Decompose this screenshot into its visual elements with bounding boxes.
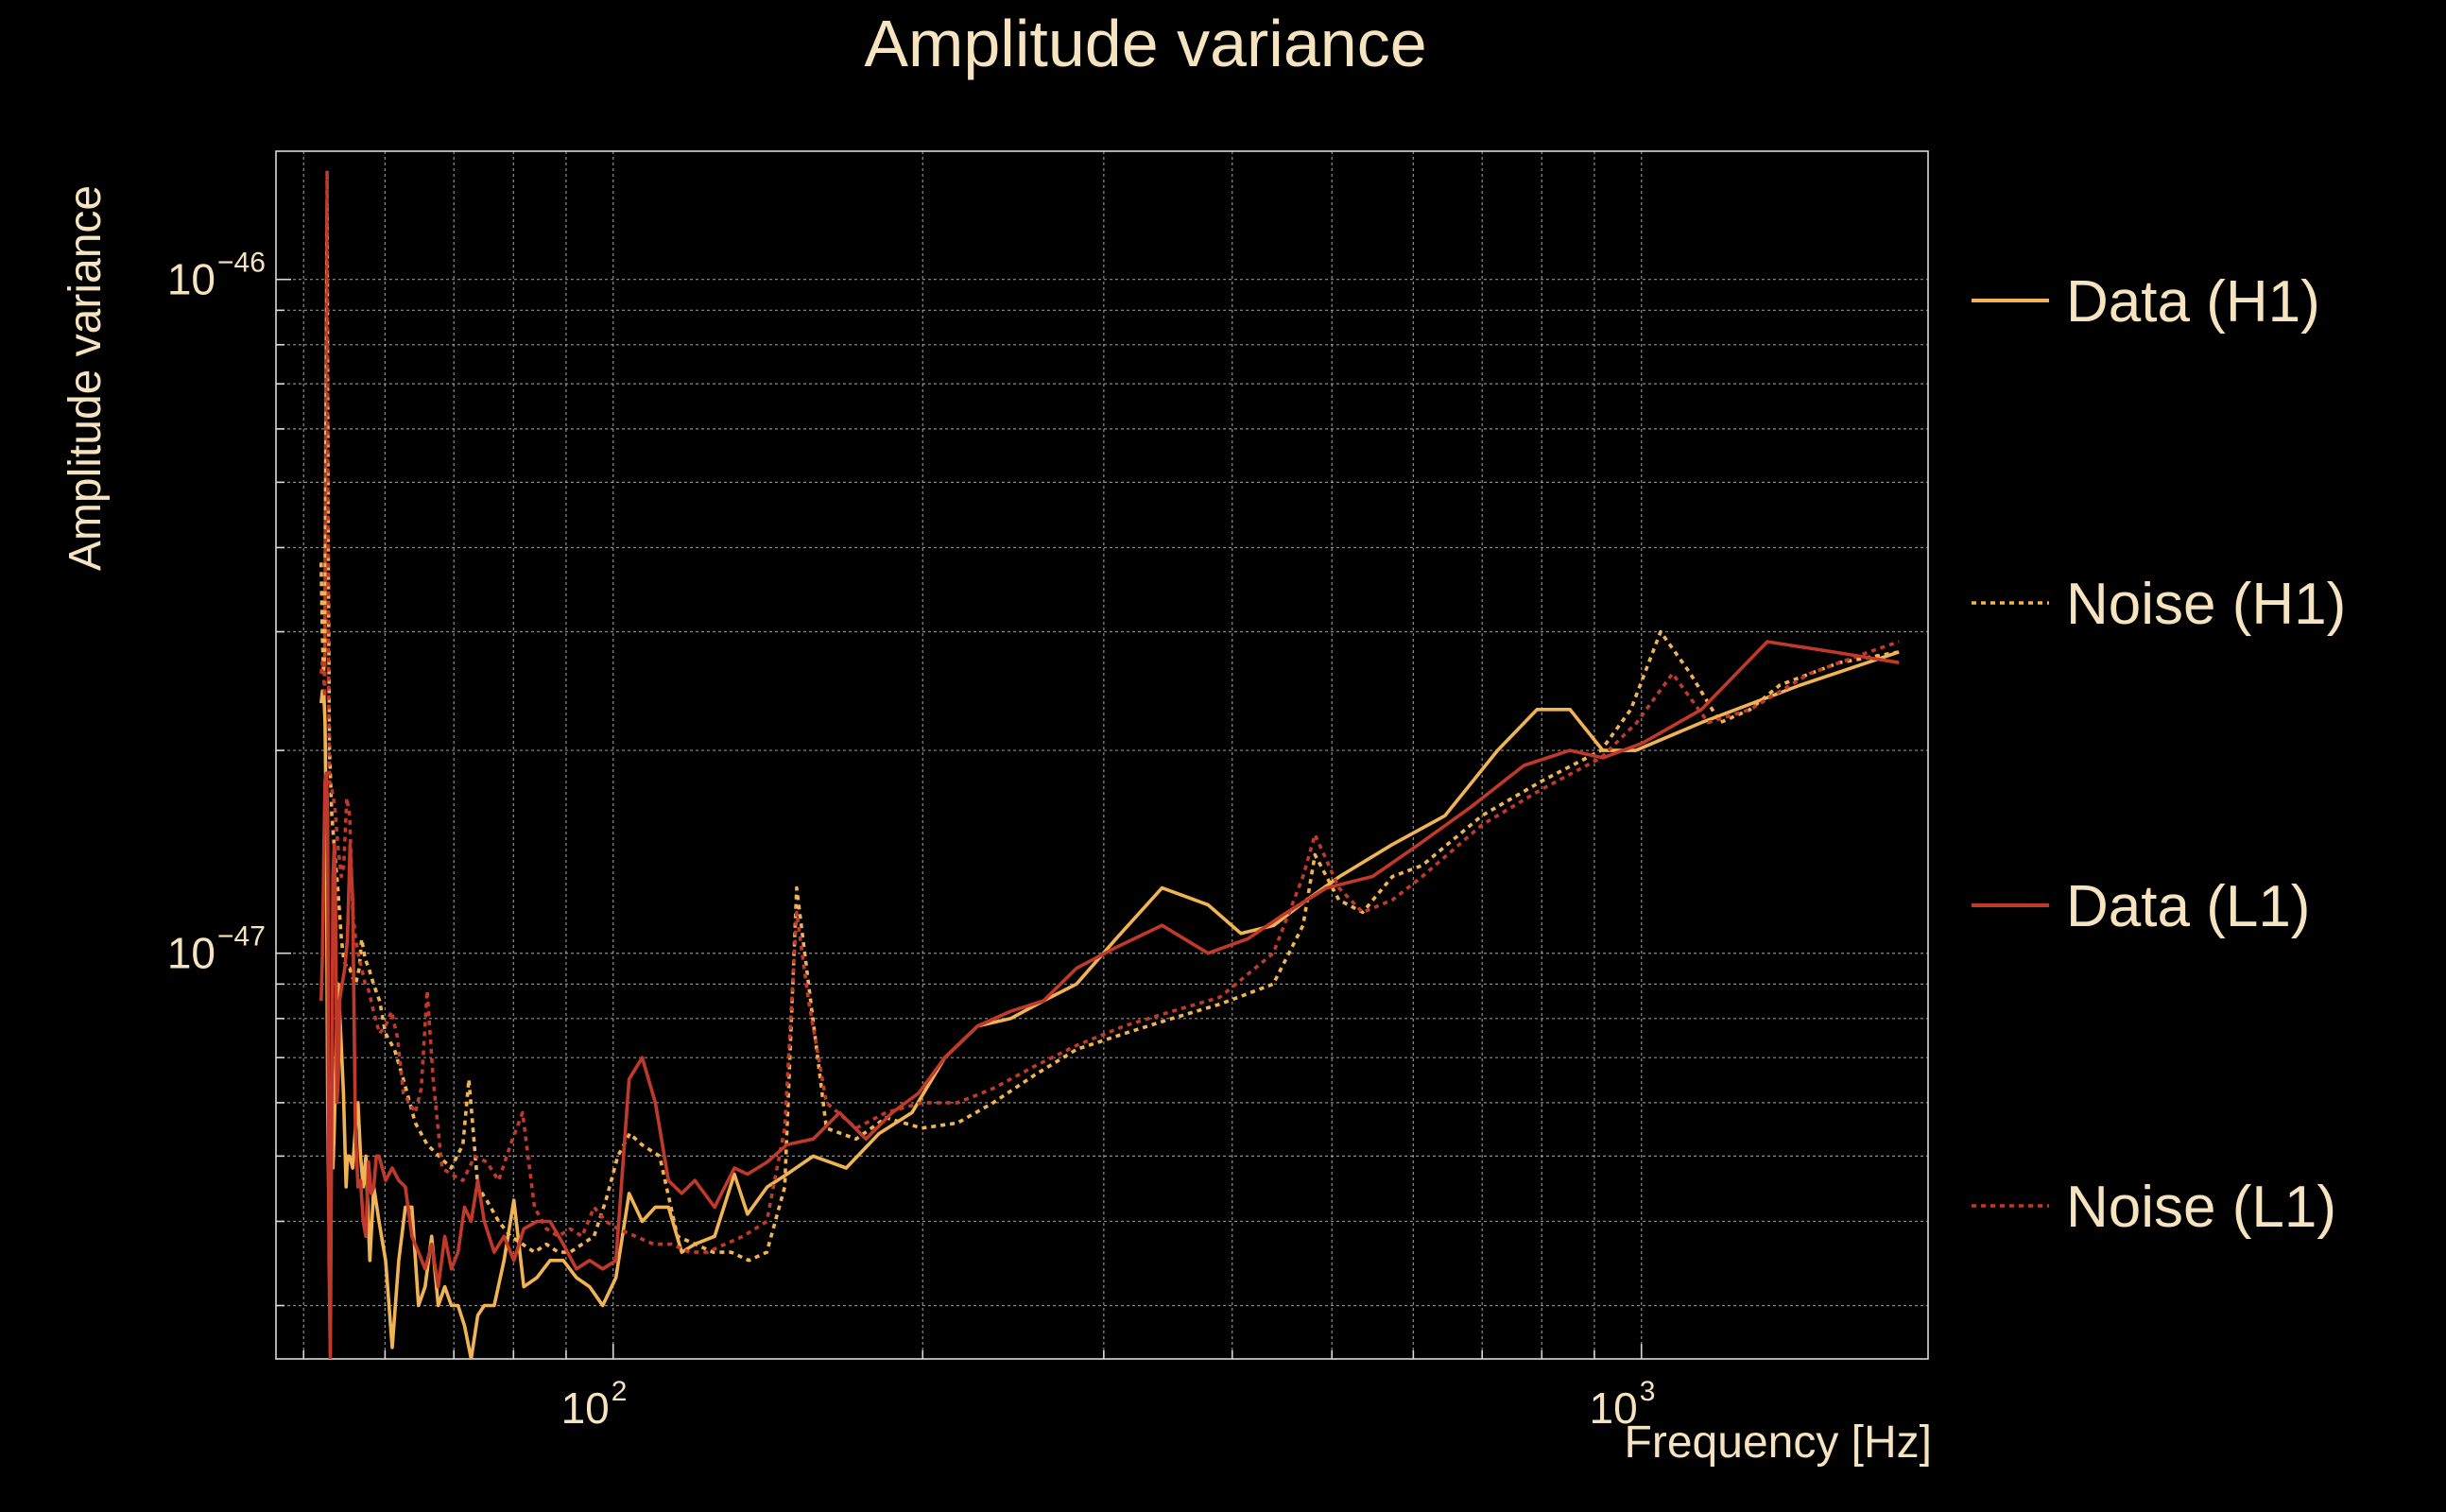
- axis-ticks: 10−46 10−47 102 103: [167, 248, 1656, 1433]
- series-line-noise-h1: [319, 200, 1900, 1263]
- y-axis-label: Amplitude variance: [60, 185, 111, 571]
- series-line-noise-l1: [319, 168, 1900, 1254]
- x-tick-label: 102: [561, 1376, 628, 1433]
- grid: [276, 151, 1928, 1359]
- legend-label: Noise (L1): [2066, 1175, 2336, 1240]
- y-tick-label: 10−46: [167, 248, 266, 304]
- legend-label: Data (H1): [2066, 269, 2320, 335]
- x-tick-label: 103: [1590, 1376, 1656, 1433]
- plot-frame: [275, 150, 1929, 1360]
- x-axis-label: Frequency [Hz]: [1625, 1418, 1932, 1468]
- legend-label: Noise (H1): [2066, 572, 2346, 637]
- chart-title: Amplitude variance: [864, 7, 1426, 80]
- legend: Data (H1) Noise (H1) Data (L1) Noise (L1): [1972, 269, 2346, 1240]
- legend-label: Data (L1): [2066, 874, 2310, 939]
- series-line-data-h1: [319, 650, 1900, 1359]
- y-tick-label: 10−47: [167, 921, 266, 978]
- series-lines: [319, 168, 1900, 1359]
- series-line-data-l1: [319, 640, 1900, 1359]
